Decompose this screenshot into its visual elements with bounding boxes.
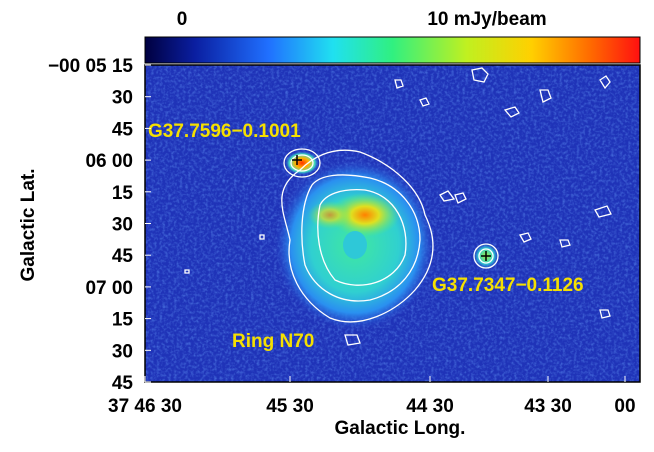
colorbar xyxy=(144,36,641,64)
y-tick-label: 45 xyxy=(112,246,134,267)
y-tick-label: 30 xyxy=(112,215,133,236)
y-axis-label: Galactic Lat. xyxy=(18,169,39,282)
y-tick-label: 30 xyxy=(112,341,133,362)
x-tick-label: 44 30 xyxy=(406,396,454,417)
x-tick-label: 37 46 30 xyxy=(108,396,182,417)
colorbar-label: 10 mJy/beam xyxy=(427,9,546,30)
x-tick-label: 00 xyxy=(614,396,635,417)
annotation: G37.7596−0.1001 xyxy=(148,121,301,142)
y-tick-label: 07 00 xyxy=(85,278,133,299)
x-tick-label: 45 30 xyxy=(266,396,314,417)
sky-image xyxy=(145,65,640,382)
y-tick-label: 06 00 xyxy=(85,151,133,172)
y-tick-label: 15 xyxy=(112,183,134,204)
x-axis-label: Galactic Long. xyxy=(335,418,466,439)
annotation: G37.7347−0.1126 xyxy=(432,275,584,296)
y-tick-label: 45 xyxy=(112,119,134,140)
x-tick-label: 43 30 xyxy=(524,396,572,417)
y-tick-label: −00 05 15 xyxy=(48,56,133,77)
colorbar-label: 0 xyxy=(177,9,188,30)
annotation: Ring N70 xyxy=(232,331,314,352)
y-tick-label: 45 xyxy=(112,373,134,394)
y-tick-label: 15 xyxy=(112,310,134,331)
y-tick-label: 30 xyxy=(112,88,133,109)
